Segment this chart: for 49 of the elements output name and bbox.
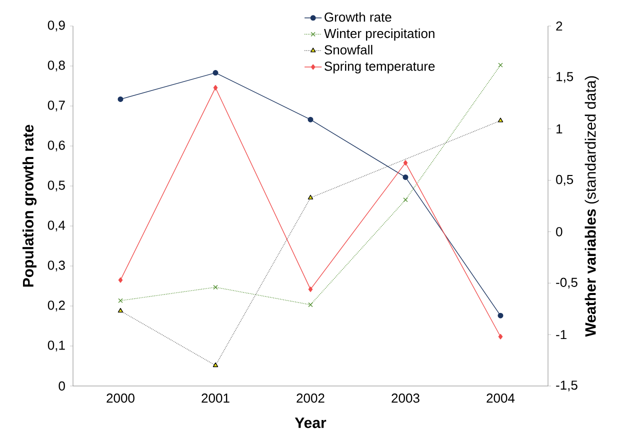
- point: [308, 116, 314, 122]
- x-tick-label: 2000: [106, 394, 134, 403]
- y2-tick-label: 0,5: [556, 174, 574, 186]
- point: [308, 286, 313, 292]
- point: [498, 334, 503, 340]
- legend-label: Snowfall: [324, 44, 372, 54]
- y-tick-label: 0,1: [48, 340, 65, 352]
- y2-tick-label: -0,5: [556, 278, 578, 289]
- point: [118, 298, 123, 303]
- point: [498, 312, 504, 318]
- point: [118, 277, 123, 283]
- y-tick-label: 0,8: [48, 60, 65, 72]
- y-tick-label: 0: [58, 381, 65, 391]
- y2-tick-label: -1,5: [556, 380, 578, 392]
- point: [118, 308, 124, 313]
- point: [403, 198, 408, 202]
- point: [212, 70, 218, 76]
- y-tick-label: 0,9: [48, 20, 65, 32]
- y-tick-label: 0,4: [48, 220, 66, 232]
- y2-tick-label: 0: [556, 227, 562, 236]
- y2-tick-label: 1: [556, 124, 562, 134]
- legend-label: Winter precipitation: [324, 28, 434, 41]
- point: [402, 174, 408, 180]
- point: [498, 62, 503, 68]
- legend-label: Growth rate: [324, 12, 392, 22]
- legend-label: Spring temperature: [324, 61, 435, 74]
- y-tick-label: 0,6: [48, 140, 65, 152]
- y2-tick-label: 1,5: [556, 72, 574, 83]
- y-axis-title: Population growth rate: [22, 124, 37, 287]
- y-tick-label: 0,5: [48, 180, 65, 192]
- y2-axis-title: Weather variables (standardized data): [584, 76, 599, 337]
- y-tick-label: 0,7: [48, 100, 65, 112]
- point: [118, 96, 124, 102]
- point: [213, 284, 218, 290]
- x-tick-label: 2004: [486, 394, 515, 403]
- point: [498, 118, 504, 122]
- x-tick-label: 2001: [202, 394, 230, 403]
- point: [308, 302, 313, 308]
- y-tick-label: 0,2: [48, 300, 65, 312]
- x-axis-title: Year: [294, 418, 326, 428]
- y2-tick-label: 2: [556, 21, 562, 31]
- point: [308, 194, 314, 200]
- y2-tick-label: -1: [556, 330, 566, 340]
- point: [213, 84, 218, 90]
- x-tick-label: 2002: [296, 394, 324, 403]
- y-tick-label: 0,3: [48, 260, 65, 272]
- point: [212, 362, 218, 368]
- point: [403, 160, 408, 166]
- x-tick-label: 2003: [392, 394, 420, 403]
